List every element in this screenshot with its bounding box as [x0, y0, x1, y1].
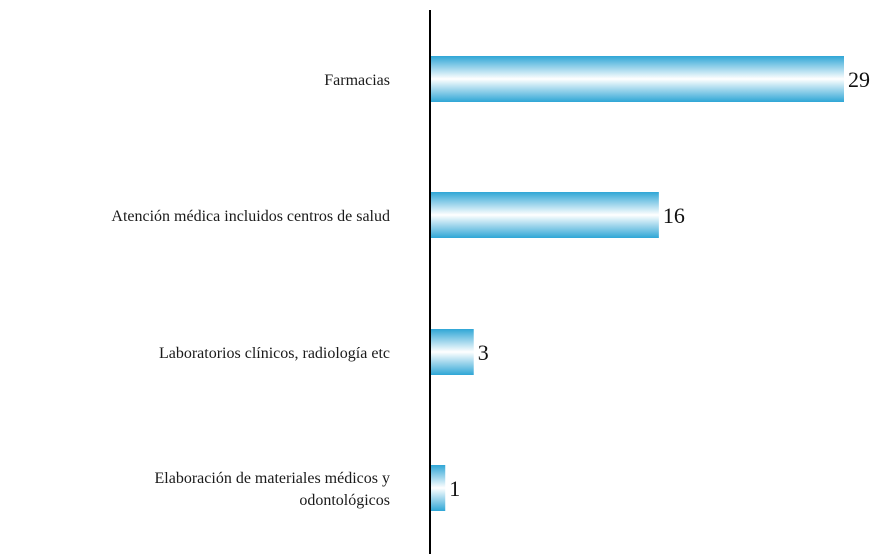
value-label-0: 29 — [848, 67, 870, 92]
bars-layer — [431, 56, 844, 511]
labels-layer: 29 Farmacias 16 Atención médica incluidos c… — [111, 67, 870, 509]
value-label-2: 3 — [478, 340, 489, 365]
category-label-0: Farmacias — [324, 72, 390, 89]
bar-0 — [431, 56, 844, 102]
category-label-1: Atención médica incluidos centros de sal… — [111, 208, 390, 225]
bar-2 — [431, 329, 474, 375]
category-label-3-line-1: odontológicos — [299, 492, 390, 509]
value-label-1: 16 — [663, 203, 685, 228]
bar-3 — [431, 465, 446, 511]
category-label-2: Laboratorios clínicos, radiología etc — [159, 345, 390, 362]
category-label-3-line-0: Elaboración de materiales médicos y — [155, 470, 390, 487]
bar-1 — [431, 192, 659, 238]
value-label-3: 1 — [449, 476, 460, 501]
